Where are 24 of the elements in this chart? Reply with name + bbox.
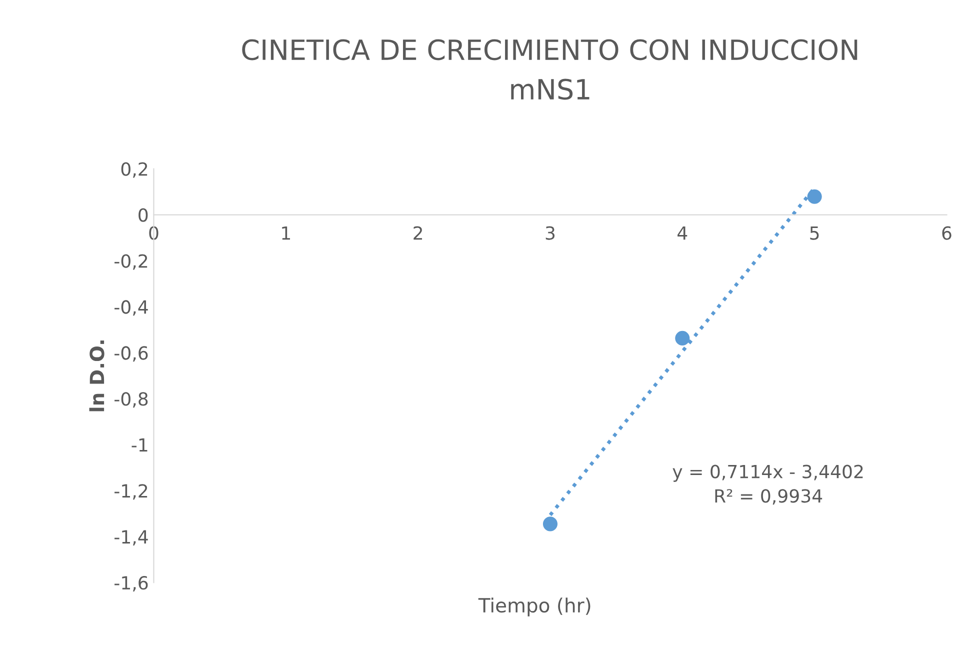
point bbox=[807, 189, 822, 204]
x-tick-label: 0 bbox=[149, 226, 158, 240]
chart-title: CINETICA DE CRECIMIENTO CON INDUCCION mNS1 bbox=[242, 39, 858, 100]
y-tick-label: -0,4 bbox=[114, 300, 148, 316]
x-tick-label: 1 bbox=[282, 226, 290, 240]
y-tick-label: -1 bbox=[132, 438, 148, 452]
point bbox=[542, 516, 558, 532]
point bbox=[675, 330, 690, 346]
y-tick-label: -1,6 bbox=[114, 576, 148, 592]
y-axis-title: ln D.O. bbox=[89, 340, 104, 412]
y-tick-label: -0,6 bbox=[114, 346, 148, 362]
y-tick-label: -0,2 bbox=[114, 254, 148, 270]
y-tick-label: 0 bbox=[138, 208, 148, 222]
x-axis-title: Tiempo (hr) bbox=[478, 598, 590, 616]
y-tick-label: -1,4 bbox=[114, 530, 148, 546]
annotation: y = 0,7114x - 3,4402 R² = 0,9934 bbox=[672, 464, 863, 505]
x-tick-label: 2 bbox=[414, 226, 422, 240]
x-tick-label: 6 bbox=[942, 226, 952, 240]
x-tick-label: 3 bbox=[546, 226, 555, 240]
x-tick-label: 4 bbox=[678, 226, 688, 240]
y-tick-label: 0,2 bbox=[121, 162, 148, 178]
y-tick-label: -0,8 bbox=[114, 392, 148, 408]
y-tick-label: -1,2 bbox=[114, 484, 148, 500]
x-tick-label: 5 bbox=[810, 226, 819, 240]
